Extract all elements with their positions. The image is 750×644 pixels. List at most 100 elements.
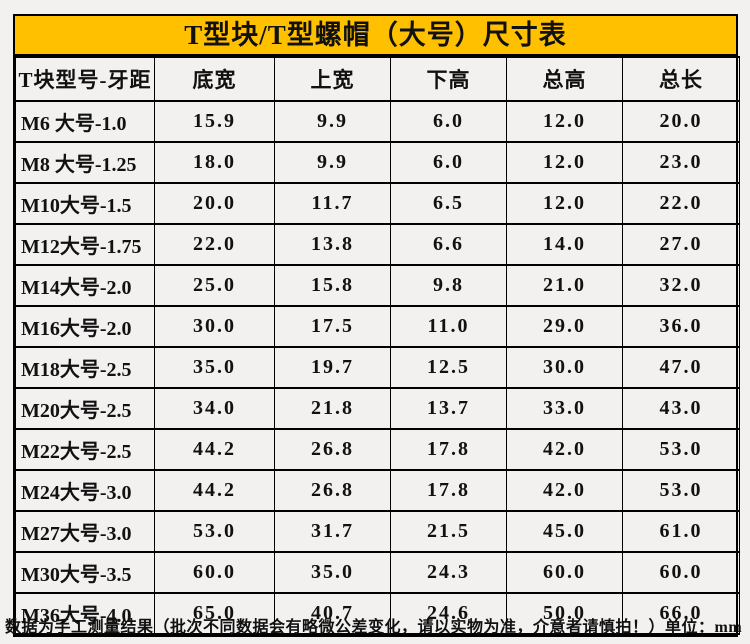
dimension-cell: 27.0 (622, 223, 740, 266)
dimension-cell: 24.3 (390, 551, 507, 594)
header-row: T块型号-牙距 底宽 上宽 下高 总高 总长 (15, 56, 740, 102)
dimension-cell: 9.8 (390, 264, 507, 307)
dimension-cell: 11.7 (274, 182, 391, 225)
dimension-cell: 25.0 (154, 264, 275, 307)
table-row: M10大号-1.5 20.0 11.7 6.5 12.0 22.0 (15, 182, 740, 225)
dimension-cell: 21.8 (274, 387, 391, 430)
column-header-3: 下高 (390, 56, 507, 102)
row-model-label: M27大号-3.0 (15, 510, 155, 553)
dimension-cell: 17.8 (390, 428, 507, 471)
size-table-container: T型块/T型螺帽（大号）尺寸表 T块型号-牙距 底宽 上宽 下高 总高 总长 M6 大号-… (13, 14, 740, 637)
row-model-label: M20大号-2.5 (15, 387, 155, 430)
dimension-cell: 14.0 (506, 223, 623, 266)
dimension-cell: 12.0 (506, 141, 623, 184)
row-model-label: M8 大号-1.25 (15, 141, 155, 184)
dimension-cell: 9.9 (274, 141, 391, 184)
row-model-label: M30大号-3.5 (15, 551, 155, 594)
dimension-cell: 11.0 (390, 305, 507, 348)
column-header-0: T块型号-牙距 (15, 56, 155, 102)
table-row: M24大号-3.0 44.2 26.8 17.8 42.0 53.0 (15, 469, 740, 512)
dimension-cell: 12.5 (390, 346, 507, 389)
table-row: M22大号-2.5 44.2 26.8 17.8 42.0 53.0 (15, 428, 740, 471)
dimension-cell: 18.0 (154, 141, 275, 184)
dimension-cell: 13.8 (274, 223, 391, 266)
dimension-cell: 21.0 (506, 264, 623, 307)
dimension-cell: 17.8 (390, 469, 507, 512)
dimension-cell: 47.0 (622, 346, 740, 389)
dimension-cell: 12.0 (506, 100, 623, 143)
column-header-2: 上宽 (274, 56, 391, 102)
dimension-cell: 45.0 (506, 510, 623, 553)
table-row: M30大号-3.5 60.0 35.0 24.3 60.0 60.0 (15, 551, 740, 594)
dimension-cell: 9.9 (274, 100, 391, 143)
dimension-cell: 21.5 (390, 510, 507, 553)
dimension-cell: 22.0 (622, 182, 740, 225)
table-row: M20大号-2.5 34.0 21.8 13.7 33.0 43.0 (15, 387, 740, 430)
dimension-cell: 6.6 (390, 223, 507, 266)
row-model-label: M6 大号-1.0 (15, 100, 155, 143)
dimension-cell: 60.0 (154, 551, 275, 594)
column-header-4: 总高 (506, 56, 623, 102)
dimension-cell: 53.0 (154, 510, 275, 553)
dimension-cell: 26.8 (274, 469, 391, 512)
dimension-cell: 60.0 (622, 551, 740, 594)
dimension-cell: 23.0 (622, 141, 740, 184)
dimension-cell: 35.0 (274, 551, 391, 594)
dimension-cell: 22.0 (154, 223, 275, 266)
column-header-5: 总长 (622, 56, 740, 102)
dimension-cell: 26.8 (274, 428, 391, 471)
dimension-cell: 15.8 (274, 264, 391, 307)
dimension-cell: 24.6 (390, 592, 507, 635)
dimension-cell: 20.0 (154, 182, 275, 225)
dimension-cell: 53.0 (622, 428, 740, 471)
row-model-label: M18大号-2.5 (15, 346, 155, 389)
dimension-cell: 6.5 (390, 182, 507, 225)
dimension-cell: 65.0 (154, 592, 275, 635)
size-table: T块型号-牙距 底宽 上宽 下高 总高 总长 M6 大号-1.0 15.9 9.9 6.0 12.… (15, 56, 740, 635)
dimension-cell: 60.0 (506, 551, 623, 594)
table-row: M8 大号-1.25 18.0 9.9 6.0 12.0 23.0 (15, 141, 740, 184)
dimension-cell: 30.0 (506, 346, 623, 389)
table-row: M12大号-1.75 22.0 13.8 6.6 14.0 27.0 (15, 223, 740, 266)
dimension-cell: 61.0 (622, 510, 740, 553)
dimension-cell: 20.0 (622, 100, 740, 143)
dimension-cell: 36.0 (622, 305, 740, 348)
dimension-cell: 44.2 (154, 428, 275, 471)
dimension-cell: 44.2 (154, 469, 275, 512)
dimension-cell: 15.9 (154, 100, 275, 143)
row-model-label: M14大号-2.0 (15, 264, 155, 307)
dimension-cell: 6.0 (390, 100, 507, 143)
dimension-cell: 12.0 (506, 182, 623, 225)
table-row: M14大号-2.0 25.0 15.8 9.8 21.0 32.0 (15, 264, 740, 307)
table-row: M16大号-2.0 30.0 17.5 11.0 29.0 36.0 (15, 305, 740, 348)
table-row: M27大号-3.0 53.0 31.7 21.5 45.0 61.0 (15, 510, 740, 553)
dimension-cell: 66.0 (622, 592, 740, 635)
dimension-cell: 17.5 (274, 305, 391, 348)
dimension-cell: 32.0 (622, 264, 740, 307)
row-model-label: M10大号-1.5 (15, 182, 155, 225)
dimension-cell: 19.7 (274, 346, 391, 389)
row-model-label: M24大号-3.0 (15, 469, 155, 512)
table-row: M36大号-4.0 65.0 40.7 24.6 50.0 66.0 (15, 592, 740, 635)
dimension-cell: 42.0 (506, 469, 623, 512)
dimension-cell: 43.0 (622, 387, 740, 430)
dimension-cell: 31.7 (274, 510, 391, 553)
dimension-cell: 42.0 (506, 428, 623, 471)
column-header-1: 底宽 (154, 56, 275, 102)
dimension-cell: 33.0 (506, 387, 623, 430)
row-model-label: M22大号-2.5 (15, 428, 155, 471)
table-row: M6 大号-1.0 15.9 9.9 6.0 12.0 20.0 (15, 100, 740, 143)
dimension-cell: 53.0 (622, 469, 740, 512)
row-model-label: M16大号-2.0 (15, 305, 155, 348)
row-model-label: M36大号-4.0 (15, 592, 155, 635)
row-model-label: M12大号-1.75 (15, 223, 155, 266)
dimension-cell: 34.0 (154, 387, 275, 430)
measurement-disclaimer-note: 数据为手工测量结果（批次不同数据会有略微公差变化，请以实物为准，介意者请慎拍！）… (5, 619, 743, 636)
dimension-cell: 30.0 (154, 305, 275, 348)
dimension-cell: 6.0 (390, 141, 507, 184)
dimension-cell: 29.0 (506, 305, 623, 348)
dimension-cell: 35.0 (154, 346, 275, 389)
dimension-cell: 13.7 (390, 387, 507, 430)
table-title: T型块/T型螺帽（大号）尺寸表 (15, 16, 736, 56)
